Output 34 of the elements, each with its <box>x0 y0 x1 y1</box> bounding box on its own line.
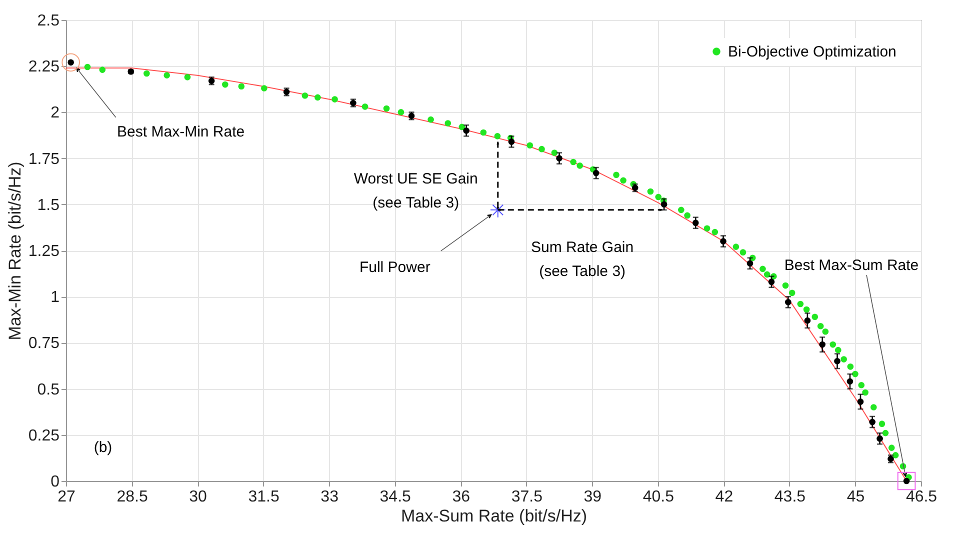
x-tick-label: 28.5 <box>116 488 148 506</box>
annotation: Worst UE SE Gain (see Table 3) <box>354 170 478 212</box>
y-axis-title: Max-Min Rate (bit/s/Hz) <box>5 162 24 340</box>
x-tick-label: 34.5 <box>380 488 412 506</box>
y-tick-label: 2.25 <box>28 58 60 76</box>
annotation: (b) <box>94 439 112 456</box>
x-tick-label: 36 <box>452 488 470 506</box>
x-tick-label: 45 <box>846 488 865 506</box>
y-tick-label: 1.75 <box>28 150 60 168</box>
y-tick-label: 0.5 <box>37 381 60 398</box>
y-tick-label: 0.25 <box>28 427 60 444</box>
legend-label: Bi-Objective Optimization <box>728 44 896 60</box>
annotation: Best Max-Sum Rate <box>784 257 919 274</box>
annotation: Sum Rate Gain (see Table 3) <box>531 238 634 280</box>
y-tick-label: 2.5 <box>37 12 60 30</box>
x-tick-label: 31.5 <box>248 488 280 506</box>
x-tick-label: 37.5 <box>511 488 543 506</box>
x-tick-label: 42 <box>715 488 734 506</box>
x-tick-label: 33 <box>320 488 339 506</box>
x-tick-label: 39 <box>584 488 602 506</box>
y-tick-label: 1.5 <box>37 196 60 214</box>
x-tick-label: 40.5 <box>642 488 674 506</box>
x-tick-label: 46.5 <box>906 488 938 506</box>
x-tick-label: 43.5 <box>774 488 806 506</box>
x-tick-label: 30 <box>189 488 208 506</box>
y-tick-label: 1 <box>50 289 60 306</box>
y-tick-label: 2 <box>50 104 60 122</box>
y-tick-label: 1.25 <box>28 243 60 260</box>
annotation: Full Power <box>359 258 430 276</box>
y-tick-label: 0 <box>50 474 60 490</box>
x-tick-label: 27 <box>58 488 76 506</box>
y-tick-label: 0.75 <box>28 335 60 352</box>
x-axis-title: Max-Sum Rate (bit/s/Hz) <box>400 506 588 526</box>
annotation: Best Max-Min Rate <box>117 123 245 140</box>
